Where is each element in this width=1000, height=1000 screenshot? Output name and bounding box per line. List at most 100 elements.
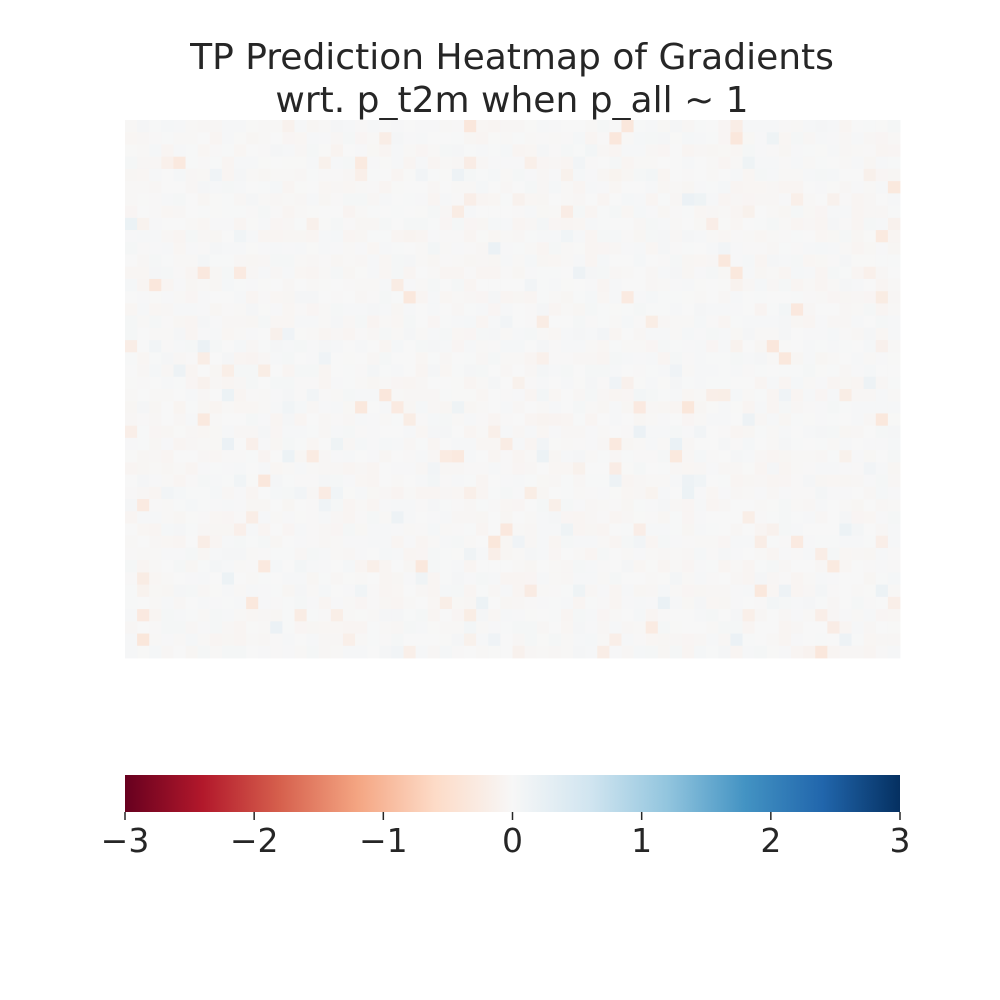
- heatmap-cell: [367, 168, 380, 182]
- heatmap-cell: [875, 217, 889, 231]
- heatmap-cell: [451, 523, 465, 537]
- heatmap-cell: [657, 364, 671, 378]
- heatmap-cell: [851, 144, 865, 158]
- heatmap-cell: [669, 120, 683, 133]
- heatmap-cell: [621, 352, 634, 365]
- heatmap-cell: [718, 242, 731, 255]
- heatmap-cell: [451, 376, 465, 390]
- heatmap-cell: [827, 474, 840, 488]
- heatmap-cell: [633, 364, 647, 378]
- heatmap-cell: [209, 364, 223, 378]
- heatmap-cell: [682, 156, 695, 170]
- heatmap-cell: [694, 327, 707, 341]
- heatmap-cell: [718, 389, 731, 402]
- heatmap-cell: [427, 278, 441, 292]
- heatmap-cell: [512, 303, 526, 317]
- heatmap-cell: [839, 254, 852, 268]
- heatmap-cell: [778, 352, 792, 365]
- heatmap-cell: [657, 425, 671, 439]
- heatmap-cell: [791, 401, 804, 414]
- heatmap-cell: [367, 132, 380, 145]
- heatmap-cell: [839, 437, 852, 451]
- heatmap-cell: [403, 242, 417, 255]
- colorbar-tick-label: −2: [230, 821, 279, 860]
- heatmap-cell: [464, 156, 477, 170]
- heatmap-cell: [137, 474, 150, 488]
- heatmap-cell: [161, 132, 174, 145]
- heatmap-cell: [185, 450, 199, 463]
- heatmap-cell: [258, 156, 271, 170]
- heatmap-cell: [355, 144, 368, 158]
- heatmap-cell: [815, 425, 828, 439]
- heatmap-cell: [778, 156, 792, 170]
- heatmap-cell: [173, 156, 186, 170]
- heatmap-cell: [342, 303, 356, 317]
- heatmap-cell: [282, 132, 295, 145]
- heatmap-cell: [246, 156, 259, 170]
- heatmap-cell: [742, 425, 756, 439]
- heatmap-cell: [125, 205, 138, 219]
- heatmap-cell: [754, 511, 768, 524]
- heatmap-cell: [294, 168, 308, 182]
- heatmap-cell: [548, 364, 562, 378]
- heatmap-cell: [137, 389, 150, 402]
- heatmap-cell: [694, 278, 707, 292]
- heatmap-cell: [730, 291, 743, 304]
- heatmap-cell: [863, 462, 877, 475]
- heatmap-cell: [197, 352, 211, 365]
- heatmap-cell: [415, 303, 429, 317]
- heatmap-cell: [718, 474, 731, 488]
- heatmap-cell: [355, 303, 368, 317]
- heatmap-cell: [391, 462, 404, 475]
- heatmap-cell: [415, 168, 429, 182]
- heatmap-cell: [730, 181, 743, 194]
- heatmap-cell: [791, 291, 804, 304]
- heatmap-cell: [367, 230, 380, 243]
- heatmap-cell: [270, 230, 283, 243]
- heatmap-cell: [391, 168, 404, 182]
- heatmap-cell: [815, 389, 828, 402]
- heatmap-cell: [403, 523, 417, 537]
- heatmap-cell: [597, 242, 610, 255]
- chart-title: TP Prediction Heatmap of Gradients wrt. …: [0, 36, 1000, 122]
- heatmap-cell: [500, 352, 513, 365]
- heatmap-cell: [488, 254, 501, 268]
- heatmap-cell: [573, 144, 586, 158]
- heatmap-cell: [379, 266, 392, 280]
- heatmap-cell: [476, 315, 489, 329]
- heatmap-cell: [342, 499, 356, 512]
- heatmap-cell: [306, 303, 320, 317]
- heatmap-cell: [573, 389, 586, 402]
- heatmap-cell: [887, 389, 901, 402]
- heatmap-cell: [548, 437, 562, 451]
- heatmap-cell: [706, 254, 719, 268]
- heatmap-cell: [415, 352, 429, 365]
- heatmap-cell: [645, 315, 659, 329]
- heatmap-cell: [403, 303, 417, 317]
- heatmap-cell: [137, 499, 150, 512]
- heatmap-cell: [621, 181, 634, 194]
- heatmap-cell: [415, 437, 429, 451]
- heatmap-cell: [185, 535, 199, 549]
- heatmap-cell: [464, 242, 477, 255]
- heatmap-cell: [778, 389, 792, 402]
- heatmap-cell: [439, 181, 453, 194]
- heatmap-cell: [258, 340, 271, 353]
- heatmap-cell: [851, 401, 865, 414]
- heatmap-cell: [573, 499, 586, 512]
- heatmap-cell: [548, 425, 562, 439]
- heatmap-cell: [137, 425, 150, 439]
- heatmap-cell: [427, 450, 441, 463]
- heatmap-cell: [451, 450, 465, 463]
- heatmap-cell: [270, 242, 283, 255]
- heatmap-cell: [645, 156, 659, 170]
- heatmap-cell: [149, 242, 162, 255]
- heatmap-cell: [645, 181, 659, 194]
- heatmap-cell: [391, 486, 404, 500]
- heatmap-cell: [391, 181, 404, 194]
- heatmap-cell: [355, 474, 368, 488]
- heatmap-cell: [451, 425, 465, 439]
- heatmap-cell: [403, 278, 417, 292]
- heatmap-cell: [282, 352, 295, 365]
- heatmap-cell: [791, 523, 804, 537]
